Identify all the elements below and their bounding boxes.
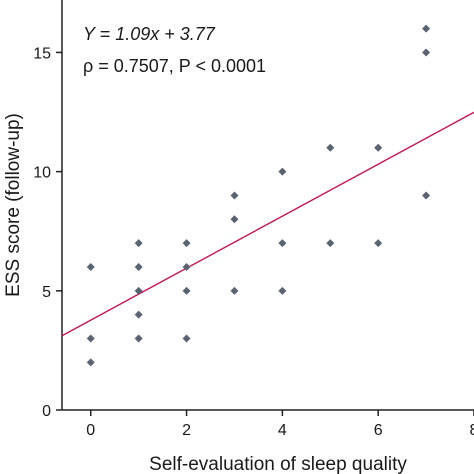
- data-point: [422, 48, 431, 57]
- data-point: [134, 286, 143, 295]
- data-point: [86, 334, 95, 343]
- data-point: [182, 286, 191, 295]
- data-point: [134, 262, 143, 271]
- y-tick-label: 10: [33, 165, 51, 182]
- data-point: [326, 239, 335, 248]
- data-point: [278, 239, 287, 248]
- correlation-stats: ρ = 0.7507, P < 0.0001: [83, 56, 266, 76]
- data-point: [230, 286, 239, 295]
- x-tick-label: 4: [278, 422, 287, 439]
- data-point: [134, 334, 143, 343]
- data-point: [374, 239, 383, 248]
- x-ticks: 0 2 4 6 8: [86, 410, 474, 439]
- x-tick-label: 8: [470, 422, 474, 439]
- data-point: [134, 239, 143, 248]
- axes: [61, 0, 474, 411]
- data-point: [374, 143, 383, 152]
- data-point: [278, 286, 287, 295]
- data-point: [230, 215, 239, 224]
- data-point: [230, 191, 239, 200]
- data-point: [182, 334, 191, 343]
- y-tick-label: 5: [42, 284, 51, 301]
- data-point: [182, 262, 191, 271]
- data-point: [182, 239, 191, 248]
- y-tick-label: 0: [42, 403, 51, 420]
- y-axis-title: ESS score (follow-up): [3, 113, 24, 297]
- y-ticks: 0 5 10 15: [33, 45, 62, 420]
- data-point: [278, 167, 287, 176]
- x-axis-title: Self-evaluation of sleep quality: [149, 454, 407, 474]
- data-point: [326, 143, 335, 152]
- data-point: [86, 262, 95, 271]
- regression-line: [61, 111, 474, 337]
- regression-equation: Y = 1.09x + 3.77: [83, 24, 216, 44]
- x-tick-label: 2: [182, 422, 191, 439]
- data-point: [86, 358, 95, 367]
- x-tick-label: 0: [86, 422, 95, 439]
- y-tick-label: 15: [33, 45, 51, 62]
- data-point: [134, 310, 143, 319]
- data-point: [422, 191, 431, 200]
- data-point: [422, 24, 431, 33]
- data-points: [86, 24, 431, 367]
- x-tick-label: 6: [374, 422, 383, 439]
